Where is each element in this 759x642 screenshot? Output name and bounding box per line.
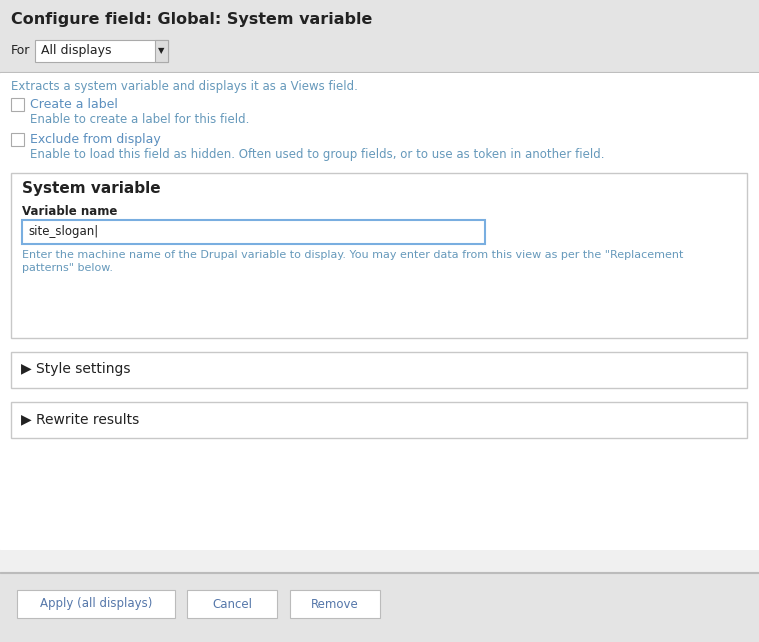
Bar (11, 402, 747, 438)
Text: ▶ Rewrite results: ▶ Rewrite results (21, 412, 139, 426)
Bar (155, 40, 168, 62)
Bar (0, 72, 759, 73)
Text: Variable name: Variable name (22, 205, 118, 218)
Bar (11, 98, 24, 111)
Bar (22, 220, 485, 244)
Text: ▶ Style settings: ▶ Style settings (21, 362, 131, 376)
Bar (0, 0, 759, 72)
Text: site_slogan|: site_slogan| (28, 225, 98, 238)
Text: Configure field: Global: System variable: Configure field: Global: System variable (11, 12, 373, 27)
Text: Remove: Remove (311, 598, 359, 611)
Text: Cancel: Cancel (212, 598, 252, 611)
Bar (0, 572, 759, 573)
Text: Apply (all displays): Apply (all displays) (39, 598, 153, 611)
Text: patterns" below.: patterns" below. (22, 263, 113, 273)
Text: Extracts a system variable and displays it as a Views field.: Extracts a system variable and displays … (11, 80, 358, 93)
Text: System variable: System variable (22, 181, 161, 196)
Bar (35, 40, 168, 62)
Text: All displays: All displays (41, 44, 112, 57)
Text: Exclude from display: Exclude from display (30, 133, 161, 146)
Bar (11, 133, 24, 146)
Bar (11, 173, 747, 338)
Bar (11, 352, 747, 388)
Text: For: For (11, 44, 30, 57)
Text: ▼: ▼ (158, 46, 164, 55)
Text: Create a label: Create a label (30, 98, 118, 111)
Bar (0, 73, 759, 549)
Text: Enable to create a label for this field.: Enable to create a label for this field. (30, 113, 250, 126)
Bar (187, 590, 277, 618)
Bar (17, 590, 175, 618)
Text: Enable to load this field as hidden. Often used to group fields, or to use as to: Enable to load this field as hidden. Oft… (30, 148, 604, 161)
Bar (290, 590, 380, 618)
Bar (0, 572, 759, 642)
Text: Enter the machine name of the Drupal variable to display. You may enter data fro: Enter the machine name of the Drupal var… (22, 250, 683, 260)
